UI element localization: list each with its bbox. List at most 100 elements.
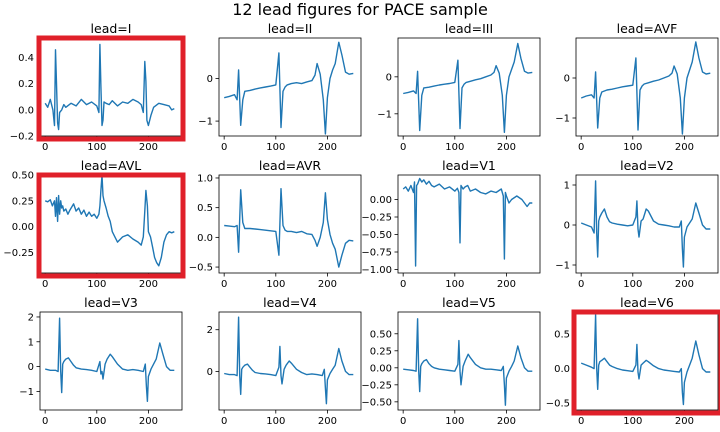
y-tick-label: −1	[198, 117, 213, 128]
x-tick-label: 200	[675, 142, 694, 153]
x-tick-label: 100	[445, 279, 464, 290]
x-tick-label: 0	[578, 279, 584, 290]
y-tick-label: −0.50	[361, 397, 392, 408]
ecg-trace	[44, 43, 175, 131]
ecg-trace	[224, 316, 354, 405]
y-tick-label: 0.5	[197, 203, 213, 214]
panel-i: lead=I 0 100 200 −0.2 0.0 0.2 0.4	[10, 21, 186, 153]
x-tick-label: 200	[318, 416, 337, 427]
x-tick-label: 0	[400, 416, 406, 427]
x-tick-label: 0	[578, 142, 584, 153]
panel-title: lead=V6	[620, 295, 674, 310]
x-tick-label: 0	[221, 279, 227, 290]
y-tick-label: 1.0	[197, 173, 213, 184]
x-tick-label: 0	[221, 142, 227, 153]
panel-v3: lead=V3 0 100 200 −1 0 1 2	[19, 295, 183, 427]
panel-title: lead=V2	[620, 158, 674, 173]
y-tick-label: 0	[207, 74, 213, 85]
y-tick-label: −0.25	[361, 380, 392, 391]
y-tick-label: −1	[555, 114, 570, 125]
y-tick-label: 0	[207, 367, 213, 378]
panel-avl: lead=AVL 0 100 200 −0.25 0.00 0.25 0.50	[3, 158, 186, 290]
panel-title: lead=III	[445, 21, 493, 36]
y-tick-label: 0.00	[12, 222, 34, 233]
ecg-trace	[45, 317, 175, 402]
axes-frame	[397, 37, 541, 137]
panel-title: lead=V1	[442, 158, 496, 173]
highlight-box	[36, 172, 186, 279]
panel-title: lead=V3	[84, 295, 138, 310]
y-tick-label: 0	[564, 221, 570, 232]
y-tick-label: 0.4	[18, 53, 34, 64]
x-tick-label: 100	[266, 142, 285, 153]
x-tick-label: 200	[675, 279, 694, 290]
axes-frame	[397, 174, 541, 274]
x-tick-label: 200	[318, 279, 337, 290]
x-tick-label: 0	[400, 279, 406, 290]
panel-v4: lead=V4 0 100 200 0 2	[207, 295, 362, 427]
axes-frame	[218, 37, 362, 137]
y-tick-label: −0.5	[189, 263, 213, 274]
axes-frame	[218, 174, 362, 274]
y-tick-label: −0.25	[361, 213, 392, 224]
x-tick-label: 200	[497, 416, 516, 427]
x-tick-label: 100	[266, 416, 285, 427]
panel-title: lead=I	[91, 21, 132, 36]
x-tick-label: 100	[445, 142, 464, 153]
ecg-trace	[224, 41, 354, 135]
y-tick-label: 0	[28, 362, 34, 373]
x-tick-label: 100	[87, 142, 106, 153]
x-tick-label: 200	[139, 142, 158, 153]
y-tick-label: −0.2	[10, 132, 34, 143]
y-tick-label: 2	[28, 312, 34, 323]
y-tick-label: 0.25	[12, 196, 34, 207]
axes-frame	[575, 174, 719, 274]
x-tick-label: 200	[139, 279, 158, 290]
y-tick-label: 0.25	[370, 346, 392, 357]
panel-title: lead=V5	[442, 295, 496, 310]
y-tick-label: 0	[564, 74, 570, 85]
x-tick-label: 100	[87, 416, 106, 427]
x-tick-label: 0	[400, 142, 406, 153]
panel-iii: lead=III 0 100 200 −1 0	[377, 21, 541, 153]
y-tick-label: −0.5	[546, 399, 570, 410]
ecg-trace	[224, 187, 354, 268]
axes-frame	[575, 37, 719, 137]
x-tick-label: 200	[139, 416, 158, 427]
panel-title: lead=AVL	[81, 158, 142, 173]
y-tick-label: −1	[19, 387, 34, 398]
ecg-trace	[44, 174, 175, 267]
ecg-trace	[403, 318, 533, 406]
panel-v2: lead=V2 0 100 200 −1 0 1	[555, 158, 719, 290]
panel-v1: lead=V1 0 100 200 −1.00 −0.75 −0.50 −0.25 0.00	[361, 158, 541, 290]
highlight-box	[571, 309, 720, 416]
y-tick-label: 0.0	[18, 105, 34, 116]
y-tick-label: −0.75	[361, 248, 392, 259]
x-tick-label: 0	[578, 416, 584, 427]
panel-title: lead=AVR	[259, 158, 322, 173]
y-tick-label: 0.50	[370, 329, 392, 340]
panel-title: lead=AVF	[617, 21, 678, 36]
y-tick-label: −1	[555, 261, 570, 272]
panel-ii: lead=II 0 100 200 −1 0	[198, 21, 362, 153]
axes-frame	[218, 311, 362, 411]
axes-frame	[39, 311, 183, 411]
y-tick-label: 1	[564, 181, 570, 192]
x-tick-label: 100	[266, 279, 285, 290]
panel-avr: lead=AVR 0 100 200 −0.5 0.0 0.5 1.0	[189, 158, 362, 290]
panel-title: lead=V4	[263, 295, 317, 310]
y-tick-label: 0	[386, 72, 392, 83]
y-tick-label: 0.5	[554, 330, 570, 341]
panel-avf: lead=AVF 0 100 200 −1 0	[555, 21, 719, 153]
x-tick-label: 200	[497, 142, 516, 153]
y-tick-label: 0.00	[370, 195, 392, 206]
x-tick-label: 0	[42, 416, 48, 427]
highlight-box	[36, 35, 186, 142]
x-tick-label: 100	[623, 142, 642, 153]
x-tick-label: 100	[623, 279, 642, 290]
panel-v6: lead=V6 0 100 200 −0.5 0.0 0.5	[546, 295, 720, 427]
x-tick-label: 0	[42, 142, 48, 153]
x-tick-label: 100	[87, 279, 106, 290]
y-tick-label: 0.0	[197, 233, 213, 244]
